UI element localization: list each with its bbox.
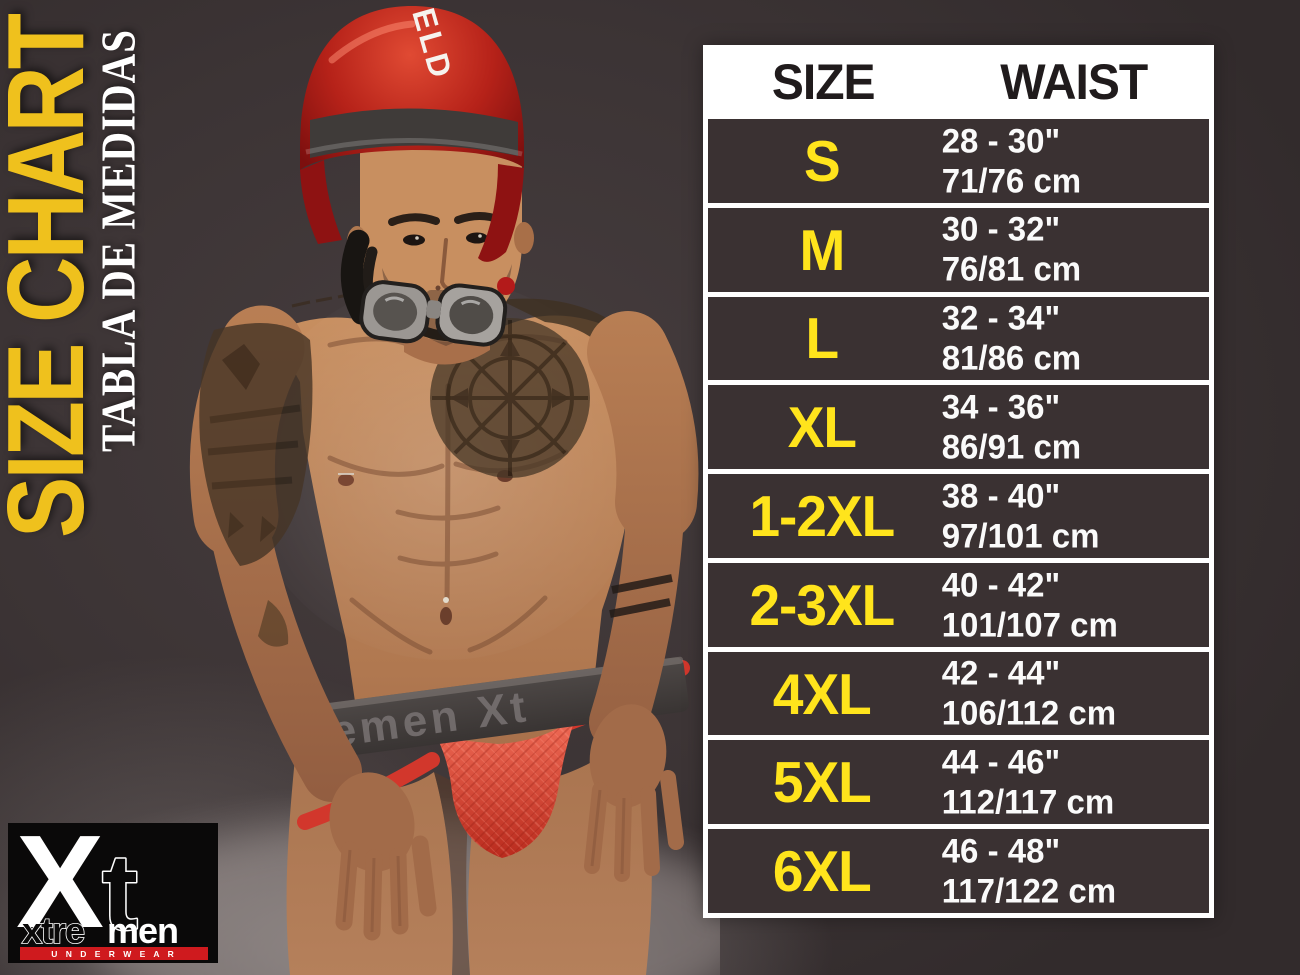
table-row: L 32 - 34" 81/86 cm [708,291,1209,381]
size-cell: M [799,217,845,283]
right-hand [584,704,684,882]
logo-tagline: U N D E R W E A R [51,949,176,959]
table-row: 4XL 42 - 44" 106/112 cm [708,646,1209,736]
waist-cm: 76/81 cm [941,249,1082,289]
goggles [340,229,508,347]
table-row: 6XL 46 - 48" 117/122 cm [708,824,1209,914]
waist-cm: 81/86 cm [941,338,1082,378]
logo-t: t [102,831,138,952]
model-photo: ELD emen Xt [90,4,720,975]
waist-cell: 34 - 36" 86/91 cm [936,387,1209,467]
size-cell: 5XL [772,749,872,815]
waist-cell: 42 - 44" 106/112 cm [936,653,1209,733]
table-row: S 28 - 30" 71/76 cm [708,114,1209,203]
size-table: SIZE WAIST S 28 - 30" 71/76 cm M 30 - 32… [703,45,1214,918]
xtremen-logo: X t xtre men U N D E R W E A R [8,822,218,963]
waist-cm: 86/91 cm [941,427,1082,467]
logo-name-solid: men [107,910,178,951]
waist-cm: 101/107 cm [941,604,1118,644]
right-arm [584,311,699,882]
waist-inches: 32 - 34" [941,298,1061,338]
waist-cm: 71/76 cm [941,160,1082,200]
table-row: 5XL 44 - 46" 112/117 cm [708,735,1209,825]
left-hand [329,772,437,941]
waist-cell: 46 - 48" 117/122 cm [936,831,1209,911]
waist-cell: 38 - 40" 97/101 cm [936,476,1209,556]
waist-inches: 46 - 48" [941,830,1061,870]
table-row: 2-3XL 40 - 42" 101/107 cm [708,557,1209,647]
waist-inches: 44 - 46" [941,742,1061,782]
size-cell: 6XL [772,838,872,904]
size-cell: L [805,305,840,372]
logo-x: X [16,822,104,955]
waistband: emen Xt [286,656,689,763]
table-row: M 30 - 32" 76/81 cm [708,202,1209,292]
table-row: 1-2XL 38 - 40" 97/101 cm [708,469,1209,558]
waist-inches: 28 - 30" [941,120,1061,160]
header-size: SIZE [771,54,876,110]
waist-inches: 34 - 36" [941,387,1061,426]
waist-cm: 112/117 cm [941,782,1115,822]
logo-red-bar [20,947,208,960]
waist-inches: 40 - 42" [941,564,1061,604]
size-cell: XL [787,394,857,460]
page-title: SIZE CHART [0,16,107,538]
table-row: XL 34 - 36" 86/91 cm [708,380,1209,470]
waist-cm: 117/122 cm [941,871,1117,910]
table-header: SIZE WAIST [708,50,1209,114]
size-cell: S [804,128,841,194]
size-cell: 1-2XL [749,483,895,549]
helmet: ELD [300,4,524,336]
waist-cell: 30 - 32" 76/81 cm [936,209,1209,289]
waist-inches: 42 - 44" [941,653,1061,693]
waist-cell: 40 - 42" 101/107 cm [936,565,1209,645]
waist-inches: 38 - 40" [941,475,1061,515]
sleeve-tattoo [199,322,313,647]
page-subtitle: TABLA DE MEDIDAS [90,28,146,452]
waist-inches: 30 - 32" [941,209,1061,249]
waist-cell: 28 - 30" 71/76 cm [936,121,1209,201]
header-waist: WAIST [1000,54,1148,110]
left-arm [189,305,437,941]
size-cell: 4XL [772,661,872,727]
logo-name-outline: xtre [22,910,84,951]
waist-cm: 97/101 cm [941,516,1100,555]
waist-cell: 32 - 34" 81/86 cm [936,298,1209,378]
waist-cell: 44 - 46" 112/117 cm [936,742,1209,822]
size-cell: 2-3XL [749,572,895,638]
waist-cm: 106/112 cm [941,693,1117,733]
